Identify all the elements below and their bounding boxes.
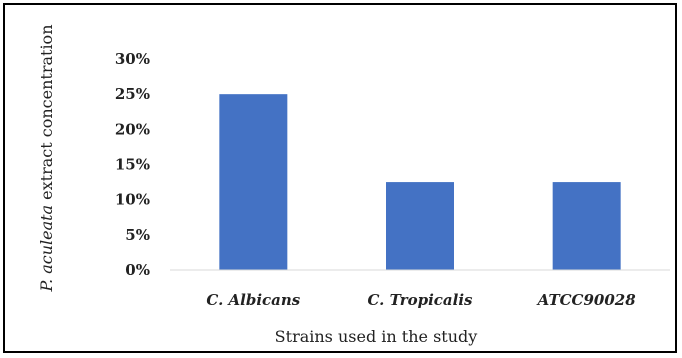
y-tick-label: 0% (125, 261, 150, 279)
y-tick-label: 25% (115, 85, 150, 103)
y-tick-label: 5% (125, 226, 150, 244)
y-axis-title-rest: extract concentration (37, 25, 56, 205)
y-tick-label: 15% (115, 156, 150, 174)
bar (552, 182, 621, 270)
y-tick-label: 20% (115, 120, 150, 138)
x-axis-title: Strains used in the study (275, 327, 478, 346)
y-tick-label: 30% (115, 50, 150, 68)
bar (219, 94, 288, 271)
x-category-label: C. Tropicalis (368, 291, 474, 309)
y-axis-title: P. aculeata extract concentration (37, 25, 56, 293)
y-axis-ticks: 0% 5% 10% 15% 20% 25% 30% (115, 50, 150, 279)
chart-frame (3, 3, 677, 353)
x-category-label: C. Albicans (206, 291, 300, 309)
x-category-label: ATCC90028 (536, 291, 637, 309)
x-axis-category-labels: C. Albicans C. Tropicalis ATCC90028 (206, 291, 636, 309)
y-tick-label: 10% (115, 191, 150, 209)
bar (386, 182, 454, 270)
y-axis-title-italic: P. aculeata (37, 205, 56, 293)
bars (219, 94, 621, 271)
